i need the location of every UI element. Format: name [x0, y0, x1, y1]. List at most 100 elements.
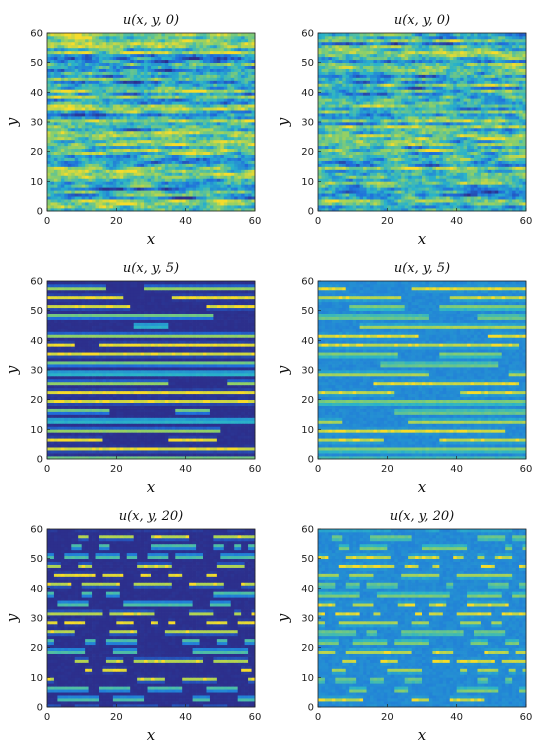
heatmap-cell	[154, 110, 158, 113]
heatmap-cell	[182, 54, 186, 57]
heatmap-cell	[172, 89, 176, 92]
heatmap-cell	[137, 54, 141, 57]
heatmap-cell	[99, 45, 103, 48]
heatmap-cell	[477, 193, 481, 196]
heatmap-cell	[158, 131, 162, 134]
heatmap-cell	[172, 190, 176, 193]
heatmap-cell	[408, 167, 412, 170]
heatmap-cell	[373, 199, 377, 202]
heatmap-cell	[99, 149, 103, 152]
heatmap-cell	[165, 158, 169, 161]
heatmap-cell	[484, 149, 488, 152]
heatmap-cell	[245, 149, 249, 152]
heatmap-cell	[325, 187, 329, 190]
heatmap-cell	[61, 86, 65, 89]
heatmap-cell	[106, 86, 110, 89]
heatmap-cell	[71, 146, 75, 149]
heatmap-cell	[109, 196, 113, 199]
heatmap-cell	[144, 48, 148, 51]
heatmap-cell	[213, 36, 217, 39]
heatmap-cell	[398, 187, 402, 190]
heatmap-cell	[227, 80, 231, 83]
heatmap-cell	[172, 196, 176, 199]
heatmap-cell	[127, 83, 131, 86]
heatmap-cell	[484, 190, 488, 193]
heatmap-cell	[196, 113, 200, 116]
heatmap-cell	[519, 178, 523, 181]
heatmap-cell	[57, 143, 61, 146]
heatmap-cell	[200, 39, 204, 42]
heatmap-cell	[75, 169, 79, 172]
heatmap-cell	[391, 193, 395, 196]
heatmap-cell	[248, 98, 252, 101]
heatmap-cell	[370, 143, 374, 146]
heatmap-cell	[172, 80, 176, 83]
heatmap-cell	[224, 149, 228, 152]
heatmap-cell	[50, 167, 54, 170]
heatmap-cell	[213, 181, 217, 184]
heatmap-cell	[332, 205, 336, 208]
heatmap-cell	[96, 137, 100, 140]
heatmap-cell	[75, 98, 79, 101]
heatmap-cell	[61, 169, 65, 172]
heatmap-cell	[64, 60, 68, 63]
heatmap-cell	[491, 193, 495, 196]
heatmap-cell	[373, 167, 377, 170]
heatmap-cell	[203, 98, 207, 101]
heatmap-cell	[460, 169, 464, 172]
heatmap-cell	[203, 75, 207, 78]
heatmap-cell	[453, 202, 457, 205]
heatmap-cell	[47, 110, 51, 113]
heatmap-cell	[99, 131, 103, 134]
heatmap-cell	[360, 175, 364, 178]
heatmap-cell	[491, 202, 495, 205]
heatmap-cell	[102, 72, 106, 75]
heatmap-cell	[68, 128, 72, 131]
heatmap-cell	[89, 72, 93, 75]
heatmap-cell	[200, 155, 204, 158]
heatmap-cell	[502, 155, 506, 158]
heatmap-cell	[238, 104, 242, 107]
heatmap-cell	[394, 181, 398, 184]
heatmap-cell	[248, 45, 252, 48]
heatmap-cell	[206, 39, 210, 42]
heatmap-cell	[248, 164, 252, 167]
heatmap-cell	[175, 184, 179, 187]
heatmap-cell	[210, 122, 214, 125]
heatmap-cell	[182, 60, 186, 63]
heatmap-cell	[54, 158, 58, 161]
heatmap-cell	[85, 75, 89, 78]
heatmap-cell	[120, 75, 124, 78]
heatmap-cell	[234, 184, 238, 187]
heatmap-cell	[415, 149, 419, 152]
heatmap-cell	[144, 51, 148, 54]
heatmap-cell	[50, 175, 54, 178]
heatmap-cell	[203, 104, 207, 107]
heatmap-cell	[127, 66, 131, 69]
heatmap-cell	[154, 143, 158, 146]
heatmap-cell	[213, 104, 217, 107]
heatmap-cell	[89, 98, 93, 101]
heatmap-cell	[200, 78, 204, 81]
heatmap-cell	[123, 134, 127, 137]
heatmap-cell	[175, 110, 179, 113]
heatmap-cell	[71, 187, 75, 190]
heatmap-cell	[71, 95, 75, 98]
heatmap-cell	[168, 202, 172, 205]
heatmap-cell	[446, 190, 450, 193]
heatmap-cell	[484, 184, 488, 187]
heatmap-cell	[460, 146, 464, 149]
heatmap-cell	[213, 178, 217, 181]
heatmap-cell	[387, 181, 391, 184]
heatmap-cell	[130, 89, 134, 92]
heatmap-cell	[109, 33, 113, 36]
heatmap-cell	[231, 187, 235, 190]
heatmap-cell	[220, 193, 224, 196]
heatmap-cell	[57, 104, 61, 107]
heatmap-cell	[387, 187, 391, 190]
heatmap-cell	[189, 78, 193, 81]
heatmap-cell	[238, 172, 242, 175]
heatmap-cell	[203, 83, 207, 86]
heatmap-cell	[113, 110, 117, 113]
heatmap-cell	[238, 131, 242, 134]
